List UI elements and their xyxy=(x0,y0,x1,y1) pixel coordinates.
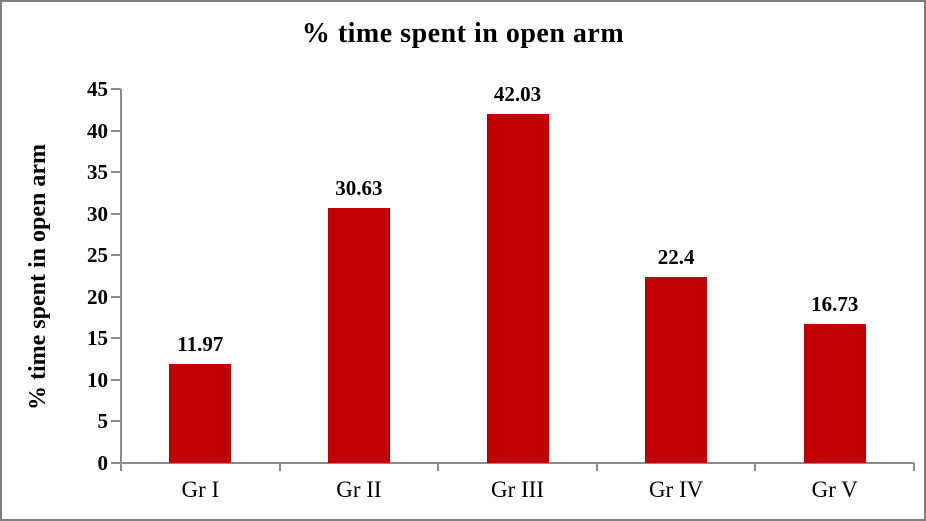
category-label: Gr I xyxy=(181,477,220,502)
bar xyxy=(645,277,708,463)
y-axis-tick-label: 10 xyxy=(87,367,108,392)
bar-value-label: 30.63 xyxy=(335,176,383,200)
bar-value-label: 11.97 xyxy=(177,332,224,356)
y-axis-tick-label: 45 xyxy=(87,77,108,101)
y-axis-tick xyxy=(111,295,121,298)
x-axis-tick xyxy=(754,463,757,471)
y-axis-tick xyxy=(111,129,121,132)
y-axis-tick xyxy=(111,337,121,340)
y-axis-tick-label: 15 xyxy=(87,326,108,351)
y-axis-tick-label: 0 xyxy=(97,451,109,475)
x-axis-line xyxy=(111,462,914,464)
bar-value-label: 42.03 xyxy=(493,82,542,106)
x-axis-tick xyxy=(120,463,122,471)
category-label: Gr IV xyxy=(648,477,704,502)
bar xyxy=(486,114,549,463)
x-axis-tick xyxy=(278,463,281,471)
y-axis-tick-label: 25 xyxy=(87,243,108,268)
x-axis-tick xyxy=(437,463,440,471)
y-axis-tick xyxy=(111,254,121,257)
x-axis-tick xyxy=(913,463,915,471)
category-label: Gr III xyxy=(491,477,544,502)
y-axis-line xyxy=(120,89,122,471)
y-axis-tick xyxy=(111,171,121,174)
y-axis-tick xyxy=(111,212,121,215)
y-axis-tick xyxy=(111,378,121,381)
y-axis-tick-label: 30 xyxy=(87,201,108,226)
category-label: Gr V xyxy=(811,477,858,502)
y-axis-tick-label: 20 xyxy=(87,284,108,309)
bar-value-label: 22.4 xyxy=(657,245,695,269)
chart-title: % time spent in open arm xyxy=(301,18,625,49)
x-axis-tick xyxy=(595,463,598,471)
y-axis-tick-label: 35 xyxy=(87,160,108,185)
category-label: Gr II xyxy=(336,477,382,502)
y-axis-tick xyxy=(111,420,121,423)
bar xyxy=(169,364,232,463)
bar-value-label: 16.73 xyxy=(811,292,859,316)
y-axis-tick-label: 5 xyxy=(97,409,109,434)
bar xyxy=(803,324,866,463)
bar xyxy=(327,208,390,463)
y-axis-tick-label: 40 xyxy=(87,118,108,143)
y-axis-tick xyxy=(111,88,121,90)
